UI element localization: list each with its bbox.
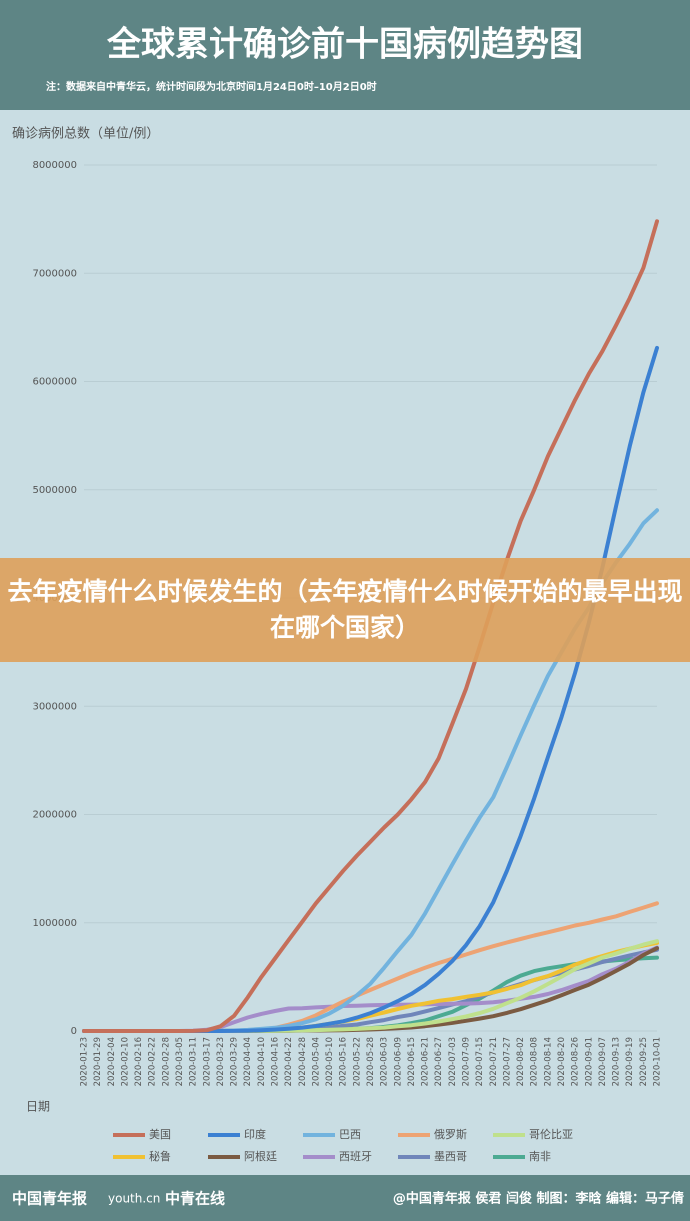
- legend-label: 哥伦比亚: [529, 1127, 573, 1141]
- x-tick-label: 2020-03-23: [216, 1037, 226, 1086]
- x-tick-label: 2020-05-10: [325, 1037, 335, 1086]
- legend-label: 印度: [244, 1127, 266, 1141]
- x-tick-label: 2020-09-25: [639, 1037, 649, 1086]
- x-tick-label: 2020-08-26: [571, 1037, 581, 1086]
- x-tick-label: 2020-07-09: [462, 1037, 472, 1086]
- x-axis-label: 日期: [26, 1100, 50, 1114]
- footer-credit: @中国青年报 侯君 闫俊 制图：李晗 编辑：马子倩: [393, 1191, 684, 1207]
- x-tick-label: 2020-02-04: [107, 1037, 117, 1086]
- x-tick-label: 2020-04-22: [284, 1037, 294, 1086]
- legend-label: 南非: [529, 1150, 551, 1163]
- x-tick-label: 2020-02-10: [120, 1037, 130, 1086]
- x-tick-label: 2020-09-13: [612, 1037, 622, 1086]
- legend-label: 墨西哥: [434, 1150, 467, 1163]
- x-tick-label: 2020-04-04: [243, 1037, 253, 1086]
- legend-label: 西班牙: [339, 1150, 372, 1163]
- y-tick-label: 1000000: [32, 918, 77, 929]
- subtitle: 注：数据来自中青华云，统计时间段为北京时间1月24日0时–10月2日0时: [46, 80, 377, 93]
- x-tick-label: 2020-07-03: [448, 1037, 458, 1086]
- y-tick-label: 6000000: [32, 377, 77, 388]
- header-bg: [0, 0, 690, 110]
- legend-label: 阿根廷: [244, 1149, 277, 1163]
- x-tick-label: 2020-08-14: [543, 1037, 553, 1086]
- y-tick-label: 2000000: [32, 810, 77, 821]
- legend-label: 美国: [149, 1128, 171, 1141]
- x-tick-label: 2020-05-22: [352, 1037, 362, 1086]
- x-tick-label: 2020-06-09: [393, 1037, 403, 1086]
- y-tick-label: 0: [71, 1026, 77, 1037]
- x-tick-label: 2020-09-01: [584, 1037, 594, 1086]
- x-tick-label: 2020-03-11: [189, 1037, 199, 1086]
- footer-logo: 中青在线: [165, 1190, 225, 1208]
- y-axis-label: 确诊病例总数（单位/例）: [12, 127, 159, 142]
- x-tick-label: 2020-06-03: [380, 1037, 390, 1086]
- x-tick-label: 2020-07-15: [475, 1037, 485, 1086]
- x-tick-label: 2020-02-22: [148, 1037, 158, 1086]
- x-tick-label: 2020-08-20: [557, 1037, 567, 1086]
- x-tick-label: 2020-06-21: [421, 1037, 431, 1086]
- x-tick-label: 2020-02-28: [161, 1037, 171, 1086]
- series-line: [82, 219, 659, 1033]
- x-tick-label: 2020-08-02: [516, 1037, 526, 1086]
- x-tick-label: 2020-04-16: [271, 1037, 281, 1086]
- footer-bg: [0, 1175, 690, 1221]
- x-tick-label: 2020-01-23: [80, 1037, 90, 1086]
- x-tick-label: 2020-05-28: [366, 1037, 376, 1086]
- x-tick-label: 2020-05-16: [339, 1037, 349, 1086]
- legend-label: 俄罗斯: [434, 1128, 467, 1141]
- x-tick-label: 2020-02-16: [134, 1037, 144, 1086]
- x-tick-label: 2020-09-19: [625, 1037, 635, 1086]
- x-tick-label: 2020-08-08: [530, 1037, 540, 1086]
- x-tick-label: 2020-04-10: [257, 1037, 267, 1086]
- legend-label: 秘鲁: [149, 1149, 171, 1163]
- legend-label: 巴西: [339, 1128, 361, 1141]
- chart-title: 全球累计确诊前十国病例趋势图: [106, 25, 583, 65]
- x-tick-label: 2020-09-07: [598, 1037, 608, 1086]
- x-tick-label: 2020-03-05: [175, 1037, 185, 1086]
- x-tick-label: 2020-04-28: [298, 1037, 308, 1086]
- y-tick-label: 8000000: [32, 160, 77, 171]
- y-tick-label: 3000000: [32, 701, 77, 712]
- y-tick-label: 7000000: [32, 268, 77, 279]
- x-tick-label: 2020-06-27: [434, 1037, 444, 1086]
- x-tick-label: 2020-10-01: [653, 1037, 663, 1086]
- x-tick-label: 2020-07-21: [489, 1037, 499, 1086]
- x-tick-label: 2020-03-17: [202, 1037, 212, 1086]
- x-tick-label: 2020-03-29: [230, 1037, 240, 1086]
- x-tick-label: 2020-05-04: [311, 1037, 321, 1086]
- x-tick-label: 2020-01-29: [93, 1037, 103, 1086]
- x-tick-label: 2020-07-27: [502, 1037, 512, 1086]
- y-tick-label: 5000000: [32, 485, 77, 496]
- footer-logo: 中国青年报: [12, 1190, 87, 1208]
- footer-logo: youth.cn: [108, 1192, 160, 1206]
- banner: 去年疫情什么时候发生的（去年疫情什么时候开始的最早出现在哪个国家）: [0, 558, 690, 662]
- x-tick-label: 2020-06-15: [407, 1037, 417, 1086]
